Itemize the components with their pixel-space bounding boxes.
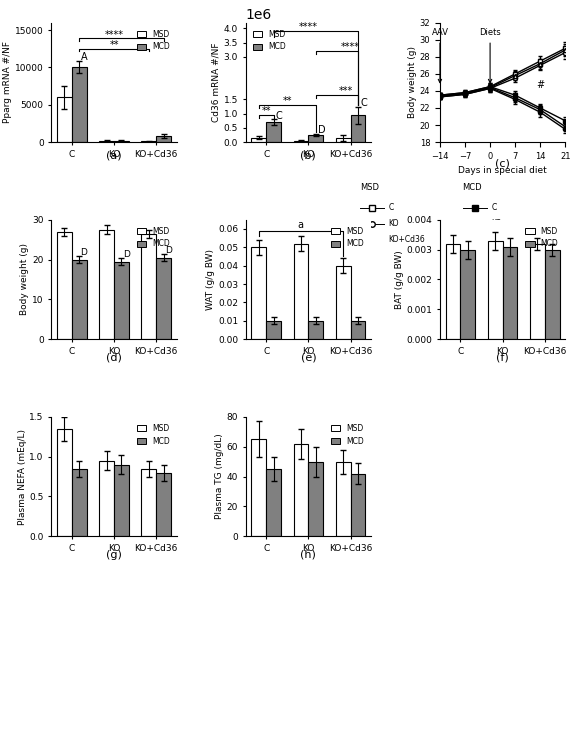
- Bar: [57, 98, 72, 142]
- Bar: [502, 246, 517, 339]
- Text: MCD: MCD: [463, 183, 482, 192]
- Text: Diets: Diets: [479, 29, 501, 82]
- Bar: [336, 462, 351, 536]
- Bar: [530, 243, 545, 339]
- Text: D: D: [123, 250, 130, 259]
- Y-axis label: Plasma NEFA (mEq/L): Plasma NEFA (mEq/L): [18, 429, 27, 525]
- Text: ***: ***: [339, 85, 353, 96]
- Text: A: A: [81, 52, 88, 62]
- Text: (h): (h): [300, 550, 316, 559]
- Legend: MSD, MCD: MSD, MCD: [522, 224, 561, 252]
- Bar: [308, 135, 323, 142]
- Bar: [156, 472, 171, 536]
- Bar: [99, 141, 114, 142]
- Bar: [156, 136, 171, 142]
- Legend: MSD, MCD: MSD, MCD: [328, 224, 367, 252]
- Y-axis label: BAT (g/g BW): BAT (g/g BW): [395, 250, 404, 309]
- Bar: [293, 243, 308, 339]
- Bar: [57, 231, 72, 339]
- Legend: MSD, MCD: MSD, MCD: [134, 420, 173, 448]
- Bar: [114, 141, 129, 142]
- Bar: [266, 469, 281, 536]
- Legend: MSD, MCD: MSD, MCD: [134, 26, 173, 54]
- Text: (b): (b): [300, 151, 316, 161]
- Bar: [251, 138, 266, 142]
- Text: C: C: [276, 111, 283, 121]
- Text: **: **: [283, 96, 292, 106]
- Text: AAV: AAV: [432, 29, 448, 82]
- Y-axis label: Cd36 mRNA #/NF: Cd36 mRNA #/NF: [212, 42, 221, 122]
- Bar: [251, 439, 266, 536]
- Text: (f): (f): [496, 353, 509, 363]
- Bar: [351, 473, 365, 536]
- Text: **: **: [262, 106, 271, 116]
- Y-axis label: Body weight (g): Body weight (g): [21, 243, 30, 315]
- Bar: [336, 265, 351, 339]
- Bar: [266, 321, 281, 339]
- Bar: [351, 321, 365, 339]
- Text: (a): (a): [106, 151, 122, 161]
- Bar: [293, 141, 308, 142]
- Bar: [99, 460, 114, 536]
- Bar: [266, 122, 281, 142]
- Bar: [308, 462, 323, 536]
- Bar: [308, 321, 323, 339]
- Bar: [99, 230, 114, 339]
- Bar: [336, 138, 351, 142]
- Bar: [72, 67, 87, 142]
- Text: MSD: MSD: [360, 183, 379, 192]
- Text: C: C: [491, 203, 497, 212]
- Text: (e): (e): [300, 353, 316, 363]
- Text: KO: KO: [491, 219, 502, 228]
- Text: ****: ****: [104, 29, 123, 39]
- Bar: [445, 243, 460, 339]
- Text: C: C: [360, 98, 367, 108]
- Bar: [293, 444, 308, 536]
- Text: C: C: [388, 203, 394, 212]
- Text: (g): (g): [106, 550, 122, 559]
- Text: a: a: [297, 220, 303, 230]
- Text: KO+Cd36: KO+Cd36: [491, 235, 528, 244]
- Bar: [114, 262, 129, 339]
- Text: (c): (c): [495, 158, 510, 168]
- Text: D: D: [81, 248, 87, 257]
- Legend: MSD, MCD: MSD, MCD: [328, 420, 367, 448]
- Bar: [251, 247, 266, 339]
- Bar: [142, 234, 156, 339]
- Y-axis label: WAT (g/g BW): WAT (g/g BW): [206, 249, 215, 310]
- Bar: [488, 240, 502, 339]
- Legend: MSD, MCD: MSD, MCD: [250, 26, 288, 54]
- Legend: MSD, MCD: MSD, MCD: [134, 224, 173, 252]
- Text: D: D: [165, 246, 172, 256]
- Text: (d): (d): [106, 353, 122, 363]
- Bar: [460, 249, 475, 339]
- Bar: [114, 465, 129, 536]
- Text: ****: ****: [341, 42, 360, 51]
- Text: ****: ****: [299, 22, 318, 32]
- Y-axis label: Body weight (g): Body weight (g): [408, 46, 417, 119]
- Text: #: #: [536, 80, 544, 91]
- Bar: [351, 115, 365, 142]
- Bar: [156, 258, 171, 339]
- X-axis label: Days in special diet: Days in special diet: [459, 166, 547, 175]
- Bar: [72, 259, 87, 339]
- Bar: [545, 249, 560, 339]
- Text: **: **: [109, 40, 119, 50]
- Y-axis label: Pparg mRNA #/NF: Pparg mRNA #/NF: [3, 42, 12, 123]
- Bar: [72, 469, 87, 536]
- Text: KO: KO: [388, 219, 399, 228]
- Bar: [142, 469, 156, 536]
- Y-axis label: Plasma TG (mg/dL): Plasma TG (mg/dL): [215, 434, 224, 519]
- Bar: [57, 429, 72, 536]
- Text: D: D: [318, 125, 325, 135]
- Text: KO+Cd36: KO+Cd36: [388, 235, 425, 244]
